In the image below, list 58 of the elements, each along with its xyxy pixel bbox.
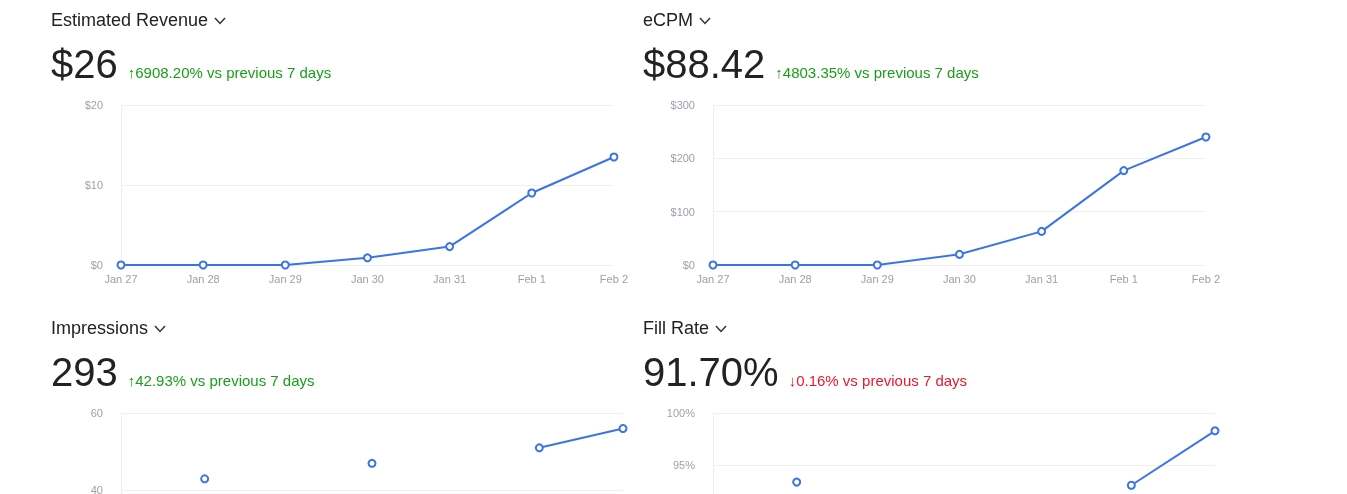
- x-tick-label: Jan 28: [186, 272, 220, 285]
- x-tick-label: Jan 30: [350, 272, 384, 285]
- point: [792, 477, 802, 487]
- point: [609, 152, 619, 162]
- chart-subtitle: $26: [51, 42, 118, 87]
- point: [367, 458, 377, 468]
- text: ↑4803.35% vs previous 7 days: [775, 64, 979, 81]
- chart-title: Impressions: [51, 318, 149, 339]
- y-tick-label: $0: [682, 259, 695, 271]
- y-tick-label: 95%: [672, 459, 696, 472]
- point: [527, 188, 537, 198]
- x-tick-label: Feb 2: [599, 272, 629, 285]
- y-tick-label: 60: [90, 407, 103, 419]
- text: ↑6908.20% vs previous 7 days: [127, 64, 332, 81]
- point: [200, 474, 210, 484]
- x-tick-label: Jan 31: [433, 272, 467, 285]
- point: [116, 260, 126, 270]
- point: [1126, 480, 1136, 490]
- chart-subtitle: 91.70%: [643, 350, 779, 395]
- x-tick-label: Jan 29: [860, 272, 894, 285]
- point: [790, 260, 800, 270]
- y-tick-label: 100%: [666, 407, 696, 419]
- chart-subtitle: $88.42: [643, 42, 766, 87]
- x-tick-label: Jan 27: [696, 272, 730, 285]
- text: ↓0.16% vs previous 7 days: [788, 372, 968, 389]
- x-tick-label: Feb 2: [1191, 272, 1221, 285]
- point: [954, 249, 964, 259]
- point: [1210, 426, 1220, 436]
- point: [280, 260, 290, 270]
- x-tick-label: Jan 27: [104, 272, 138, 285]
- x-tick-label: Jan 29: [268, 272, 302, 285]
- point: [1037, 226, 1047, 236]
- point: [362, 253, 372, 263]
- y-tick-label: $200: [670, 152, 695, 165]
- point: [534, 443, 544, 453]
- point: [445, 242, 455, 252]
- y-tick-label: $300: [670, 99, 695, 111]
- point: [1119, 166, 1129, 176]
- y-tick-label: $10: [84, 179, 103, 191]
- point: [618, 423, 628, 433]
- text: ↑42.93% vs previous 7 days: [127, 372, 315, 389]
- point: [198, 260, 208, 270]
- chart-title: eCPM: [643, 10, 694, 31]
- y-tick-label: $100: [670, 205, 695, 218]
- chart-subtitle: 293: [51, 350, 118, 395]
- x-tick-label: Feb 1: [517, 272, 546, 285]
- x-tick-label: Feb 1: [1109, 272, 1138, 285]
- point: [872, 260, 882, 270]
- point: [1201, 132, 1211, 142]
- y-tick-label: 40: [90, 484, 103, 494]
- chart-title: Estimated Revenue: [51, 10, 209, 31]
- point: [708, 260, 718, 270]
- x-tick-label: Jan 31: [1025, 272, 1059, 285]
- chart-title: Fill Rate: [643, 318, 710, 339]
- y-tick-label: $0: [90, 259, 103, 271]
- y-tick-label: $20: [84, 99, 103, 111]
- x-tick-label: Jan 30: [942, 272, 976, 285]
- x-tick-label: Jan 28: [778, 272, 812, 285]
